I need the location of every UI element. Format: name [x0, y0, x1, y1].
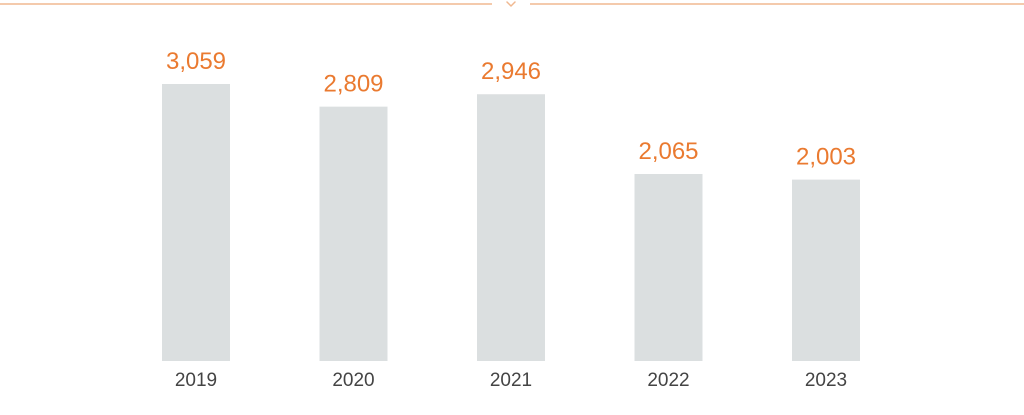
x-tick-label-2023: 2023 — [805, 370, 847, 391]
x-tick-label-2022: 2022 — [647, 370, 689, 391]
bar-2020 — [319, 106, 388, 361]
x-axis-tick-labels: 2019 2020 2021 2022 2023 — [175, 370, 847, 391]
value-label-2019: 3,059 — [166, 48, 226, 75]
bars-group — [162, 84, 860, 362]
value-label-2022: 2,065 — [638, 138, 698, 165]
value-labels-group: 3,059 2,809 2,946 2,065 2,003 — [166, 48, 856, 171]
bar-2022 — [634, 174, 703, 361]
bar-2021 — [477, 94, 545, 362]
x-tick-label-2019: 2019 — [175, 370, 217, 391]
chevron-down-icon — [506, 1, 516, 7]
value-label-2020: 2,809 — [323, 71, 383, 98]
bar-2019 — [162, 84, 230, 361]
value-label-2023: 2,003 — [796, 144, 856, 171]
x-tick-label-2021: 2021 — [490, 370, 532, 391]
x-tick-label-2020: 2020 — [332, 370, 374, 391]
bar-2023 — [792, 179, 860, 361]
top-divider — [0, 1, 1024, 7]
value-label-2021: 2,946 — [481, 58, 541, 85]
